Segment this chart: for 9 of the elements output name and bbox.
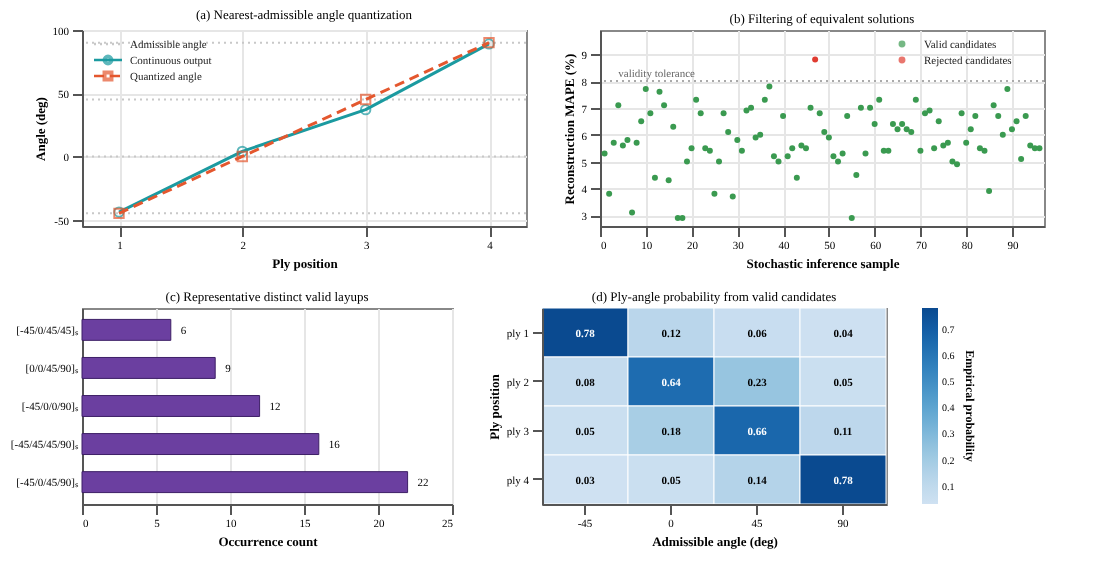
point bbox=[236, 150, 249, 163]
point bbox=[359, 93, 372, 106]
bar bbox=[81, 471, 409, 494]
bar bbox=[81, 395, 261, 417]
point bbox=[236, 145, 249, 158]
bar bbox=[81, 318, 172, 341]
bar bbox=[81, 433, 320, 456]
point bbox=[359, 103, 372, 116]
bar bbox=[81, 356, 216, 379]
